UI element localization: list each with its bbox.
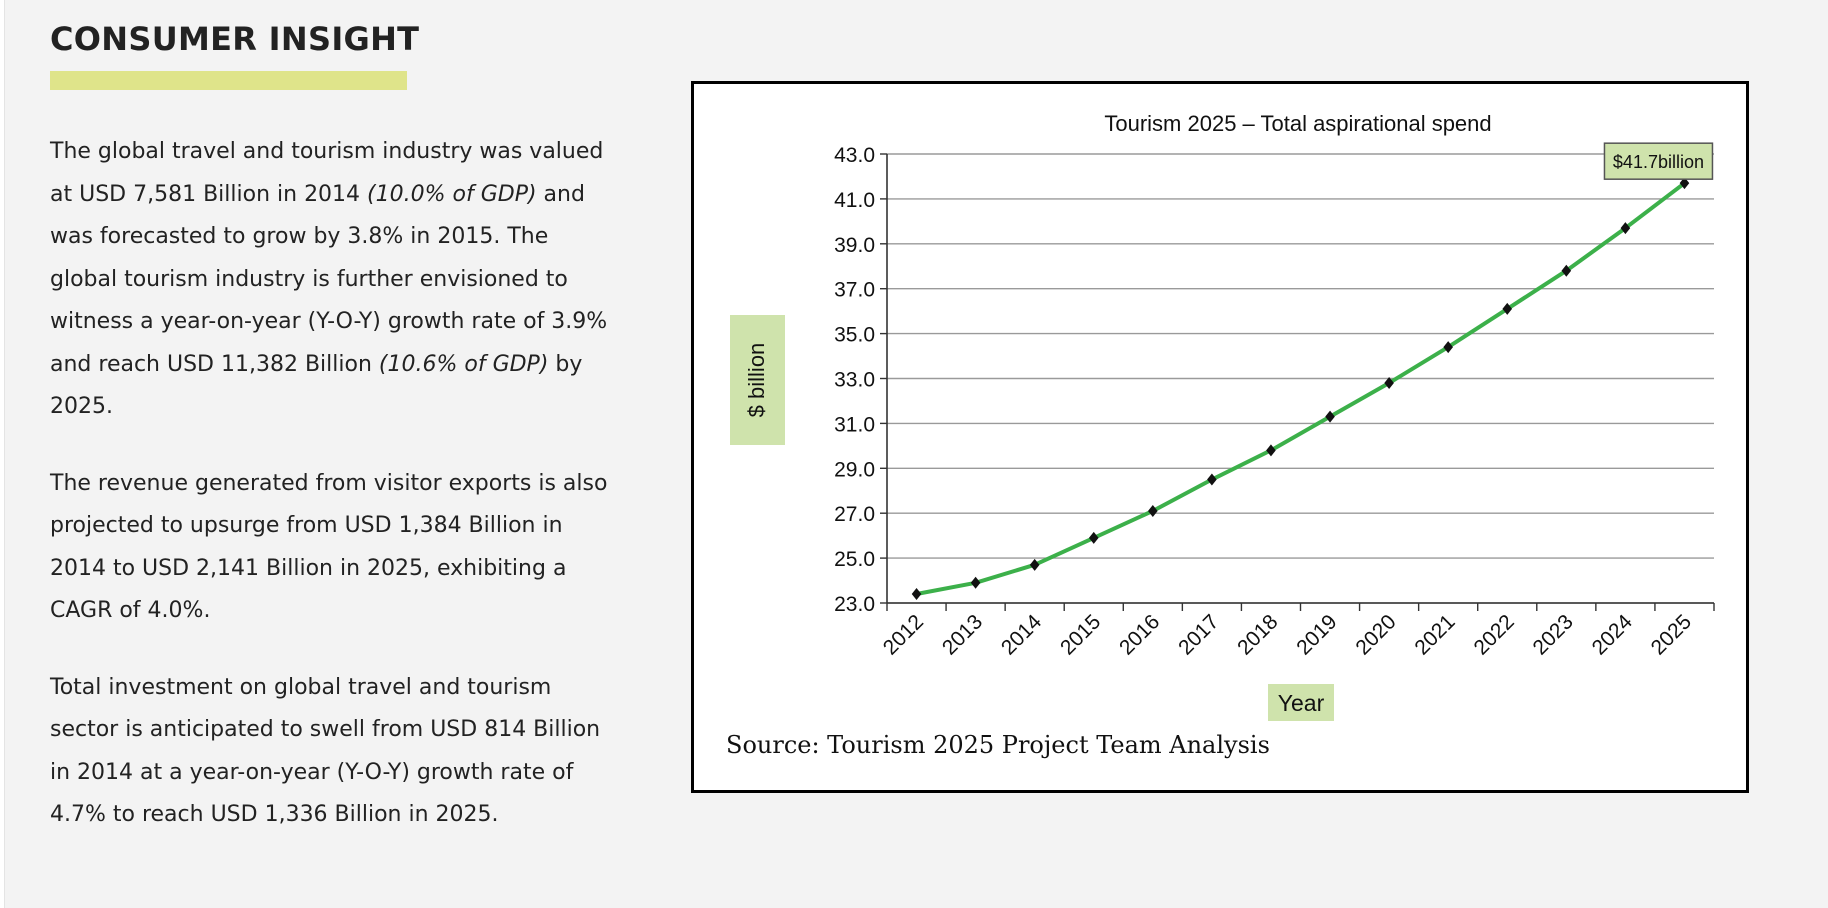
annotation-label: $41.7billion <box>1613 152 1704 172</box>
x-tick-label: 2018 <box>1233 610 1282 659</box>
paragraph-text: Total investment on global travel and to… <box>50 674 601 828</box>
paragraph-3: Total investment on global travel and to… <box>50 667 610 837</box>
x-axis-label-bg <box>1268 684 1334 721</box>
x-tick-label: 2021 <box>1410 610 1459 659</box>
x-tick-label: 2025 <box>1647 610 1696 659</box>
y-axis-label: $ billion <box>744 343 769 418</box>
x-tick-label: 2020 <box>1351 610 1400 659</box>
italic-text: (10.0% of GDP) <box>367 181 537 207</box>
data-point <box>1502 302 1513 315</box>
data-point <box>1325 410 1335 423</box>
x-tick-label: 2016 <box>1115 610 1164 659</box>
x-tick-label: 2013 <box>938 610 987 659</box>
y-tick-label: 41.0 <box>834 189 875 212</box>
x-tick-label: 2019 <box>1292 610 1341 659</box>
x-tick-label: 2017 <box>1174 610 1223 659</box>
x-tick-label: 2022 <box>1469 610 1518 659</box>
data-point <box>970 576 981 589</box>
y-tick-label: 29.0 <box>834 458 875 481</box>
section-title: CONSUMER INSIGHT <box>50 20 420 58</box>
x-tick-label: 2015 <box>1056 610 1105 659</box>
x-tick-label: 2014 <box>997 610 1047 660</box>
body-text: The global travel and tourism industry w… <box>50 131 610 871</box>
data-point <box>1620 222 1631 235</box>
content-panel: CONSUMER INSIGHT The global travel and t… <box>4 0 1828 908</box>
paragraph-text: The global travel and tourism industry w… <box>50 139 604 207</box>
paragraph-text: The revenue generated from visitor expor… <box>50 470 608 624</box>
data-point <box>1088 531 1099 544</box>
x-axis-label: Year <box>1278 690 1325 716</box>
data-point <box>1384 376 1394 389</box>
y-tick-label: 27.0 <box>834 503 875 526</box>
paragraph-text: and was forecasted to grow by 3.8% in 20… <box>50 181 608 377</box>
y-tick-label: 37.0 <box>834 279 875 302</box>
data-point <box>1029 558 1040 571</box>
y-tick-label: 31.0 <box>834 413 875 436</box>
title-underline <box>50 71 407 90</box>
data-point <box>1266 444 1276 457</box>
data-point <box>1148 504 1158 517</box>
y-tick-label: 33.0 <box>834 369 875 392</box>
chart-title: Tourism 2025 – Total aspirational spend <box>1104 111 1491 136</box>
chart-source: Source: Tourism 2025 Project Team Analys… <box>726 731 1270 759</box>
x-tick-label: 2024 <box>1588 610 1638 660</box>
paragraph-text: by 2025. <box>50 351 583 420</box>
y-tick-label: 39.0 <box>834 234 875 257</box>
y-tick-label: 35.0 <box>834 324 875 347</box>
data-point <box>1679 177 1690 190</box>
series-line <box>916 181 1686 596</box>
x-tick-label: 2012 <box>879 610 928 659</box>
y-axis-label-bg <box>730 315 785 445</box>
y-tick-label: 25.0 <box>834 548 875 571</box>
data-point <box>1207 473 1217 486</box>
x-tick-label: 2023 <box>1529 610 1578 659</box>
y-tick-label: 23.0 <box>834 593 875 616</box>
annotation-box <box>1603 142 1714 180</box>
italic-text: (10.6% of GDP) <box>378 351 549 377</box>
line-chart: Tourism 2025 – Total aspirational spend 2… <box>730 111 1715 721</box>
y-tick-label: 43.0 <box>834 144 875 167</box>
paragraph-1: The global travel and tourism industry w… <box>50 131 610 429</box>
data-point <box>911 588 922 601</box>
paragraph-2: The revenue generated from visitor expor… <box>50 463 610 633</box>
chart-frame: Tourism 2025 – Total aspirational spend 2… <box>691 81 1749 793</box>
